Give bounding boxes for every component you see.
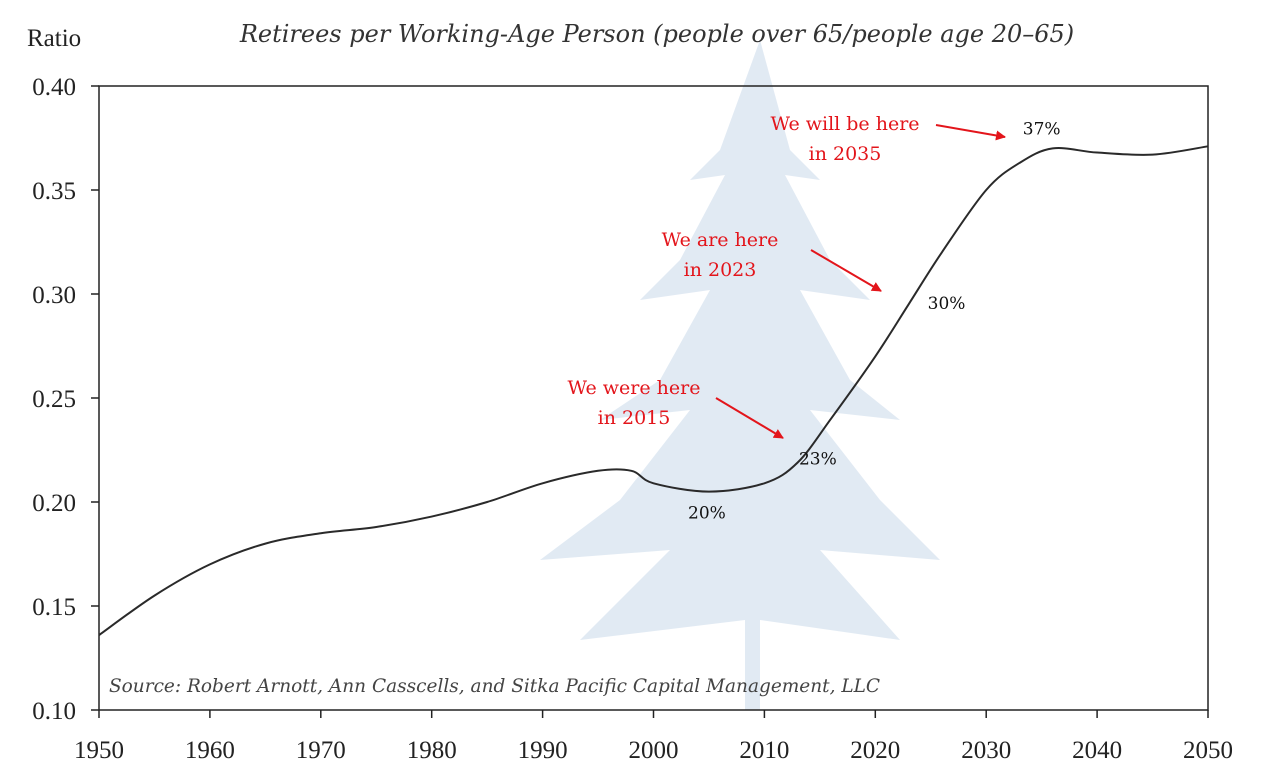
annotation-arrow bbox=[935, 124, 1006, 141]
annotation-arrow bbox=[715, 397, 784, 439]
annotation-text: We were here bbox=[568, 377, 701, 399]
data-label: 23% bbox=[799, 450, 837, 470]
y-axis-label: Ratio bbox=[27, 25, 81, 52]
x-tick-label: 1970 bbox=[296, 737, 346, 764]
annotation-text: We will be here bbox=[770, 113, 919, 135]
x-axis: 1950 1960 1970 1980 1990 2000 2010 2020 2030 2040… bbox=[74, 710, 1233, 764]
y-tick-label: 0.25 bbox=[32, 386, 76, 413]
chart-title: Retirees per Working-Age Person (people … bbox=[239, 20, 1074, 48]
annotation-layer: We were here in 2015 We are here in 2023 We … bbox=[568, 113, 1006, 439]
x-tick-label: 1990 bbox=[518, 737, 568, 764]
x-tick-label: 2030 bbox=[961, 737, 1011, 764]
y-axis: 0.10 0.15 0.20 0.25 0.30 0.35 0.40 bbox=[32, 74, 99, 725]
annotation-text: in 2015 bbox=[598, 407, 671, 429]
y-tick-label: 0.35 bbox=[32, 178, 76, 205]
x-tick-label: 2040 bbox=[1072, 737, 1122, 764]
annotation-text: in 2023 bbox=[684, 259, 757, 281]
y-tick-label: 0.15 bbox=[32, 594, 76, 621]
annotation-text: We are here bbox=[662, 229, 779, 251]
data-label: 37% bbox=[1023, 119, 1061, 139]
x-tick-label: 1960 bbox=[185, 737, 235, 764]
x-tick-label: 2010 bbox=[739, 737, 789, 764]
x-tick-label: 1980 bbox=[407, 737, 457, 764]
series-layer bbox=[98, 145, 1209, 636]
x-tick-label: 2000 bbox=[629, 737, 679, 764]
x-tick-label: 2050 bbox=[1183, 737, 1233, 764]
x-tick-label: 2020 bbox=[850, 737, 900, 764]
y-tick-label: 0.20 bbox=[32, 490, 76, 517]
y-tick-label: 0.30 bbox=[32, 282, 76, 309]
annotation-text: in 2035 bbox=[809, 143, 882, 165]
series-line bbox=[98, 145, 1209, 636]
y-tick-label: 0.10 bbox=[32, 698, 76, 725]
data-label-layer: 20% 23% 30% 37% bbox=[688, 119, 1060, 523]
source-note: Source: Robert Arnott, Ann Casscells, an… bbox=[109, 676, 880, 697]
y-tick-label: 0.40 bbox=[32, 74, 76, 101]
x-tick-label: 1950 bbox=[74, 737, 124, 764]
data-label: 30% bbox=[928, 294, 966, 314]
data-label: 20% bbox=[688, 504, 726, 524]
tree-watermark bbox=[540, 40, 940, 710]
annotation-arrow bbox=[810, 249, 882, 292]
